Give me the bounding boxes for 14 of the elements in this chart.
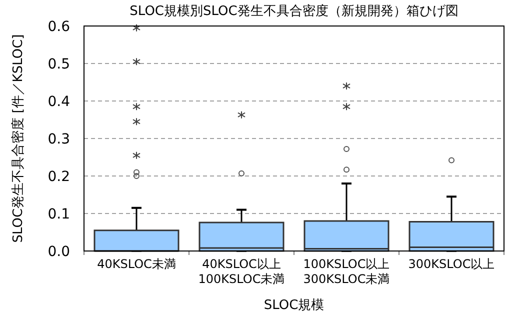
y-axis-title: SLOC発生不具合密度 [件／KSLOC] (10, 34, 26, 243)
x-tick-label: 40KSLOC未満 (97, 257, 176, 271)
x-tick-label: 40KSLOC以上 100KSLOC未満 (198, 257, 285, 286)
y-tick-label: 0.4 (48, 94, 70, 110)
x-axis-title: SLOC規模 (264, 298, 324, 313)
y-tick-label: 0.6 (48, 19, 70, 35)
y-tick-label: 0.1 (48, 206, 70, 222)
y-tick-label: 0.3 (48, 132, 70, 148)
x-tick-label: 300KSLOC以上 (408, 257, 495, 271)
y-tick-label: 0.5 (48, 56, 70, 72)
chart-title: SLOC規模別SLOC発生不具合密度（新規開発）箱ひげ図 (130, 3, 458, 19)
y-tick-label: 0.0 (48, 244, 70, 260)
y-tick-label: 0.2 (48, 169, 70, 185)
x-tick-label: 100KSLOC以上 300KSLOC未満 (303, 257, 390, 286)
